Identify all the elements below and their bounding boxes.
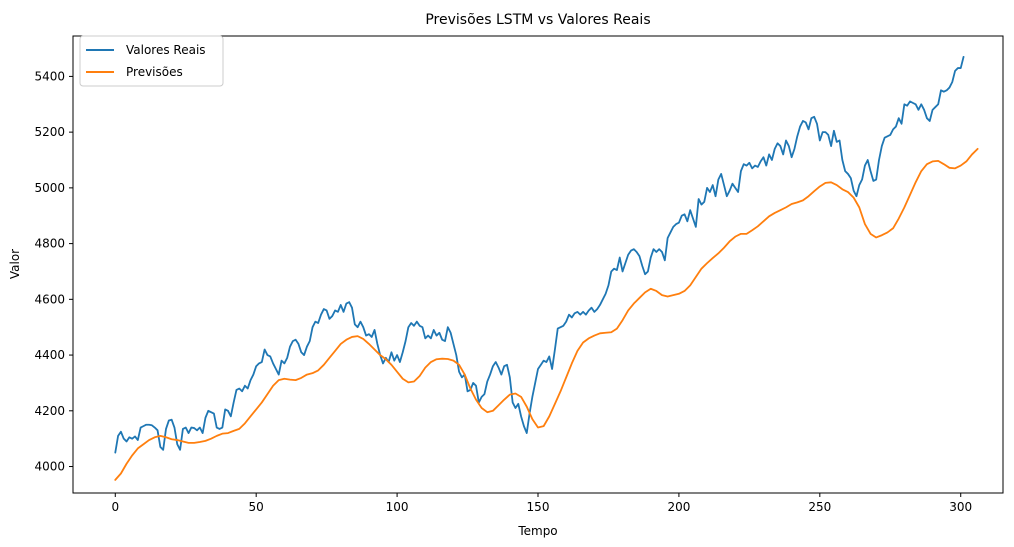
y-axis: 4000 4200 4400 4600 4800 5000 5200 5400 (34, 69, 73, 474)
legend: Valores Reais Previsões (79, 35, 224, 87)
x-tick-label: 50 (249, 500, 264, 514)
legend-box (79, 35, 224, 87)
axes-frame (72, 35, 1004, 494)
legend-label-valores-reais: Valores Reais (126, 43, 206, 57)
x-axis-label: Tempo (517, 524, 557, 538)
x-tick-label: 200 (667, 500, 690, 514)
y-tick-label: 5400 (34, 69, 65, 83)
y-tick-label: 4400 (34, 348, 65, 362)
y-tick-label: 4000 (34, 460, 65, 474)
y-tick-label: 4200 (34, 404, 65, 418)
y-tick-label: 5000 (34, 181, 65, 195)
x-tick-label: 300 (949, 500, 972, 514)
x-tick-label: 100 (386, 500, 409, 514)
series-lines (114, 56, 979, 481)
series-line-previsoes (114, 147, 979, 481)
x-axis: 0 50 100 150 200 250 300 (111, 493, 972, 514)
series-line-valores-reais (114, 56, 965, 454)
legend-label-previsoes: Previsões (126, 65, 183, 79)
y-axis-label: Valor (8, 249, 22, 279)
y-tick-label: 4600 (34, 292, 65, 306)
x-tick-label: 150 (527, 500, 550, 514)
x-tick-label: 250 (808, 500, 831, 514)
y-tick-label: 5200 (34, 125, 65, 139)
y-tick-label: 4800 (34, 237, 65, 251)
chart-title: Previsões LSTM vs Valores Reais (425, 12, 650, 28)
x-tick-label: 0 (111, 500, 119, 514)
